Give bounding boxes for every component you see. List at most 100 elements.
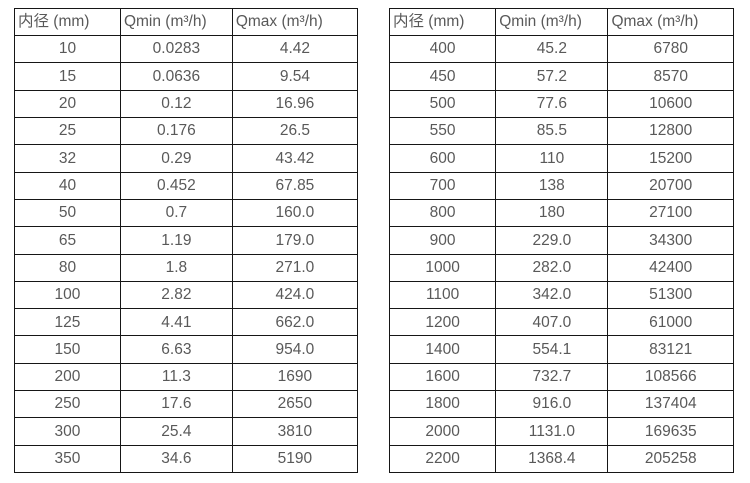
qmax-cell: 27100 [607,198,734,228]
flow-rate-table-small-diameters: 内径 (mm) Qmin (m³/h) Qmax (m³/h) 10 0.0283 4.4… [14,8,359,474]
qmax-cell: 15200 [607,144,734,173]
diameter-cell: 2200 [388,444,497,474]
diameter-cell: 40 [14,171,121,200]
diameter-cell: 250 [14,390,121,419]
qmin-cell: 17.6 [119,390,233,419]
qmax-cell: 1690 [231,362,359,392]
qmin-cell: 2.82 [119,280,233,310]
qmax-cell: 160.0 [231,198,359,228]
table-row: 25 0.176 26.5 [14,116,359,146]
qmax-cell: 16.96 [231,89,359,118]
qmin-cell: 11.3 [119,362,233,392]
diameter-cell: 32 [14,144,121,173]
qmin-cell: 0.7 [119,198,233,228]
table-row: 250 17.6 2650 [14,390,359,419]
diameter-cell: 50 [14,198,121,228]
header-row: 内径 (mm) Qmin (m³/h) Qmax (m³/h) [14,8,359,36]
qmin-cell: 1131.0 [495,417,609,446]
qmax-cell: 67.85 [231,171,359,200]
table-row: 450 57.2 8570 [388,62,734,91]
diameter-cell: 450 [388,62,497,91]
diameter-cell: 25 [14,116,121,146]
table-row: 400 45.2 6780 [388,34,734,64]
qmax-cell: 662.0 [231,308,359,337]
qmin-cell: 34.6 [119,444,233,474]
diameter-column-header: 内径 (mm) [14,8,121,36]
qmax-column-header: Qmax (m³/h) [231,8,359,36]
diameter-cell: 550 [388,116,497,146]
qmax-cell: 179.0 [231,226,359,255]
diameter-cell: 15 [14,62,121,91]
table-row: 300 25.4 3810 [14,417,359,446]
qmin-cell: 0.0283 [119,34,233,64]
qmin-cell: 554.1 [495,335,609,364]
qmin-cell: 85.5 [495,116,609,146]
qmax-cell: 51300 [607,280,734,310]
qmin-cell: 916.0 [495,390,609,419]
table-row: 800 180 27100 [388,198,734,228]
diameter-cell: 900 [388,226,497,255]
table-row: 350 34.6 5190 [14,444,359,474]
diameter-cell: 600 [388,144,497,173]
table-row: 1000 282.0 42400 [388,253,734,282]
diameter-cell: 1100 [388,280,497,310]
diameter-cell: 800 [388,198,497,228]
qmax-cell: 169635 [607,417,734,446]
qmin-cell: 229.0 [495,226,609,255]
table-row: 1100 342.0 51300 [388,280,734,310]
qmin-column-header: Qmin (m³/h) [119,8,233,36]
qmin-cell: 0.29 [119,144,233,173]
table-row: 100 2.82 424.0 [14,280,359,310]
qmin-cell: 282.0 [495,253,609,282]
qmin-cell: 57.2 [495,62,609,91]
qmin-cell: 1368.4 [495,444,609,474]
qmax-cell: 8570 [607,62,734,91]
diameter-cell: 10 [14,34,121,64]
qmin-cell: 732.7 [495,362,609,392]
table-row: 2000 1131.0 169635 [388,417,734,446]
diameter-cell: 100 [14,280,121,310]
table-row: 40 0.452 67.85 [14,171,359,200]
qmax-column-header: Qmax (m³/h) [607,8,734,36]
table-row: 1400 554.1 83121 [388,335,734,364]
diameter-cell: 1200 [388,308,497,337]
qmax-cell: 5190 [231,444,359,474]
qmax-cell: 2650 [231,390,359,419]
table-row: 15 0.0636 9.54 [14,62,359,91]
qmax-cell: 205258 [607,444,734,474]
qmin-cell: 342.0 [495,280,609,310]
table-row: 125 4.41 662.0 [14,308,359,337]
diameter-cell: 350 [14,444,121,474]
qmax-cell: 954.0 [231,335,359,364]
diameter-cell: 80 [14,253,121,282]
qmin-cell: 0.452 [119,171,233,200]
qmax-cell: 34300 [607,226,734,255]
table-row: 150 6.63 954.0 [14,335,359,364]
flow-rate-table-large-diameters: 内径 (mm) Qmin (m³/h) Qmax (m³/h) 400 45.2 6780… [388,8,734,474]
qmax-cell: 424.0 [231,280,359,310]
qmin-cell: 45.2 [495,34,609,64]
large-diameter-table-container: 内径 (mm) Qmin (m³/h) Qmax (m³/h) 400 45.2 6780… [388,8,734,474]
diameter-column-header: 内径 (mm) [388,8,497,36]
qmax-cell: 4.42 [231,34,359,64]
diameter-cell: 65 [14,226,121,255]
table-row: 200 11.3 1690 [14,362,359,392]
diameter-cell: 1600 [388,362,497,392]
qmin-column-header: Qmin (m³/h) [495,8,609,36]
table-row: 10 0.0283 4.42 [14,34,359,64]
table-row: 550 85.5 12800 [388,116,734,146]
qmin-cell: 4.41 [119,308,233,337]
qmin-cell: 1.8 [119,253,233,282]
header-row: 内径 (mm) Qmin (m³/h) Qmax (m³/h) [388,8,734,36]
table-row: 2200 1368.4 205258 [388,444,734,474]
diameter-cell: 1400 [388,335,497,364]
qmax-cell: 9.54 [231,62,359,91]
table-row: 1800 916.0 137404 [388,390,734,419]
small-diameter-table-container: 内径 (mm) Qmin (m³/h) Qmax (m³/h) 10 0.0283 4.4… [14,8,359,474]
table-row: 50 0.7 160.0 [14,198,359,228]
qmax-cell: 43.42 [231,144,359,173]
qmin-cell: 0.12 [119,89,233,118]
diameter-cell: 200 [14,362,121,392]
qmax-cell: 137404 [607,390,734,419]
